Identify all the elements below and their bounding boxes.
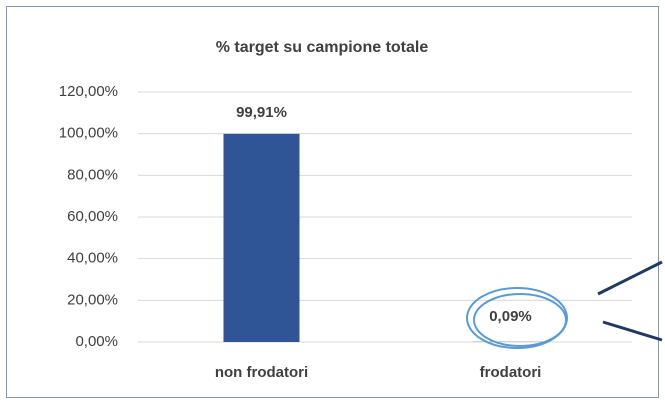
y-tick-label: 0,00% — [75, 333, 118, 350]
highlight-ellipse — [466, 287, 568, 349]
y-tick-label: 100,00% — [59, 125, 118, 142]
chart-title: % target su campione totale — [216, 39, 429, 56]
y-tick-label: 40,00% — [67, 250, 118, 267]
plot-area: 0,00% 20,00% 40,00% 60,00% 80,00% 100,00% 120,… — [59, 83, 632, 381]
highlight-ellipse — [473, 293, 567, 347]
y-tick-label: 20,00% — [67, 291, 118, 308]
chart-border — [6, 6, 659, 398]
x-tick-label: frodatori — [480, 364, 542, 381]
y-tick-label: 120,00% — [59, 83, 118, 100]
x-tick-label: non frodatori — [215, 364, 308, 381]
data-label: 0,09% — [489, 308, 532, 325]
y-tick-label: 80,00% — [67, 166, 118, 183]
data-label: 99,91% — [236, 104, 287, 121]
y-tick-label: 60,00% — [67, 208, 118, 225]
bar — [223, 133, 300, 342]
callout-line — [602, 320, 663, 342]
callout-line — [597, 260, 663, 296]
